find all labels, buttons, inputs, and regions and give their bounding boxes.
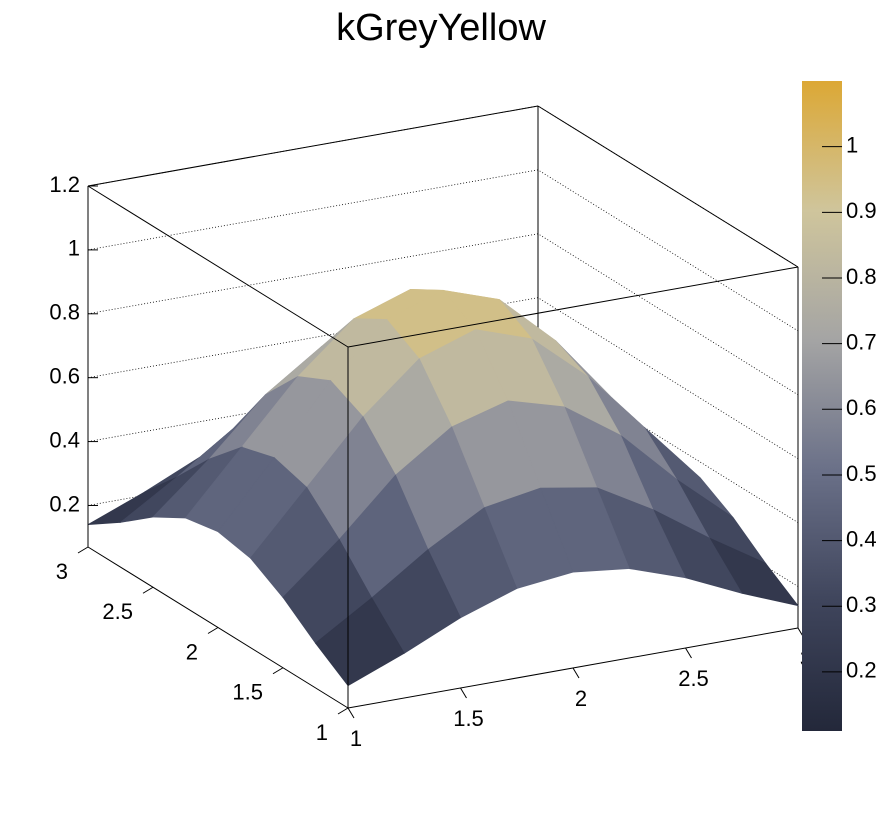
grid-line [87, 105, 799, 268]
y-tick-label: 3 [56, 559, 68, 584]
y-tick [142, 586, 154, 594]
surface-cell [314, 597, 405, 687]
x-tick [572, 667, 580, 679]
grid-line [87, 169, 799, 332]
colorbar [802, 81, 842, 731]
y-tick-label: 2.5 [102, 599, 133, 624]
colorbar-tick-label: 0.9 [846, 198, 877, 223]
box-edge [87, 185, 349, 348]
z-tick-label: 0.2 [49, 491, 80, 516]
colorbar-tick-label: 0.7 [846, 329, 877, 354]
x-tick-label: 2.5 [678, 666, 709, 691]
grid-line [87, 233, 799, 396]
y-tick [337, 707, 349, 715]
y-tick [272, 667, 284, 675]
x-tick [460, 687, 467, 699]
box-edge [347, 266, 799, 348]
x-tick [685, 647, 692, 659]
grid-line [87, 361, 799, 523]
x-tick-label: 1 [350, 726, 362, 751]
y-tick-label: 2 [186, 639, 198, 664]
chart-title: kGreyYellow [336, 7, 546, 49]
colorbar-tick-label: 0.3 [846, 592, 877, 617]
colorbar-tick-label: 0.8 [846, 264, 877, 289]
surface [87, 289, 799, 687]
colorbar-tick-label: 0.2 [846, 658, 877, 683]
colorbar-tick-label: 0.5 [846, 461, 877, 486]
x-tick-label: 2 [575, 686, 587, 711]
z-tick-label: 1.2 [49, 172, 80, 197]
z-tick-label: 0.4 [49, 427, 80, 452]
y-tick [77, 546, 89, 554]
y-tick-label: 1 [316, 720, 328, 745]
z-tick-label: 0.8 [49, 300, 80, 325]
y-tick [207, 627, 219, 634]
grid-line [87, 297, 799, 460]
x-tick-label: 1.5 [453, 706, 484, 731]
colorbar-tick-label: 1 [846, 132, 858, 157]
x-tick [347, 707, 355, 719]
colorbar-tick-label: 0.6 [846, 395, 877, 420]
z-tick-label: 0.6 [49, 363, 80, 388]
y-tick-label: 1.5 [232, 680, 263, 705]
z-tick-label: 1 [68, 236, 80, 261]
colorbar-tick-label: 0.4 [846, 526, 877, 551]
